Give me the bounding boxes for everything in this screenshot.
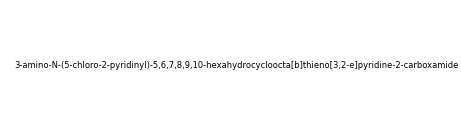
Text: 3-amino-N-(5-chloro-2-pyridinyl)-5,6,7,8,9,10-hexahydrocycloocta[b]thieno[3,2-e]: 3-amino-N-(5-chloro-2-pyridinyl)-5,6,7,8… — [14, 61, 458, 70]
